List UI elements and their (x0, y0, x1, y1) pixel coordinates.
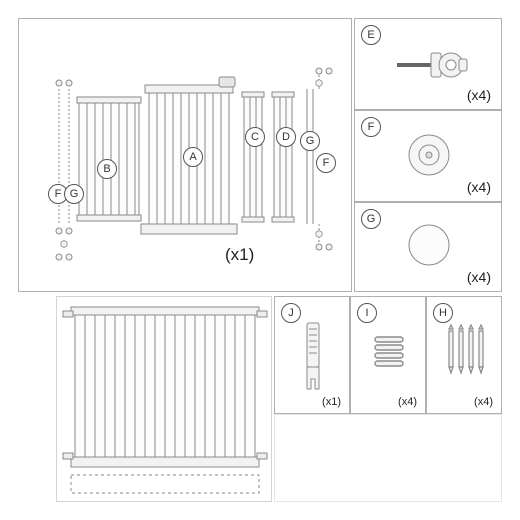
panel-empty-lower (274, 414, 502, 502)
panel-assembled (56, 296, 272, 502)
callout-a: A (183, 147, 203, 167)
callout-d: D (276, 127, 296, 147)
main-qty: (x1) (225, 245, 254, 265)
qty-i: (x4) (398, 396, 417, 408)
instruction-sheet: A B C D F G G F (x1) E (x4) F (0, 0, 520, 520)
label-j: J (281, 303, 301, 323)
panel-part-e: E (x4) (354, 18, 502, 110)
qty-f: (x4) (467, 179, 491, 195)
panel-main-exploded: A B C D F G G F (x1) (18, 18, 352, 292)
qty-j: (x1) (322, 396, 341, 408)
label-f: F (361, 117, 381, 137)
qty-e: (x4) (467, 87, 491, 103)
label-g: G (361, 209, 381, 229)
panel-part-f: F (x4) (354, 110, 502, 202)
qty-g: (x4) (467, 269, 491, 285)
label-e: E (361, 25, 381, 45)
gate-assembled-icon (57, 297, 273, 503)
callout-b: B (97, 159, 117, 179)
callout-f-right: F (316, 153, 336, 173)
callout-g-left: G (64, 184, 84, 204)
panel-part-h: H (426, 296, 502, 414)
callout-c: C (245, 127, 265, 147)
panel-part-g: G (x4) (354, 202, 502, 292)
callout-g-right: G (300, 131, 320, 151)
label-i: I (357, 303, 377, 323)
qty-h: (x4) (474, 396, 493, 408)
panel-part-i: I (x4) (350, 296, 426, 414)
panel-part-j: J (x1) (274, 296, 350, 414)
label-h: H (433, 303, 453, 323)
